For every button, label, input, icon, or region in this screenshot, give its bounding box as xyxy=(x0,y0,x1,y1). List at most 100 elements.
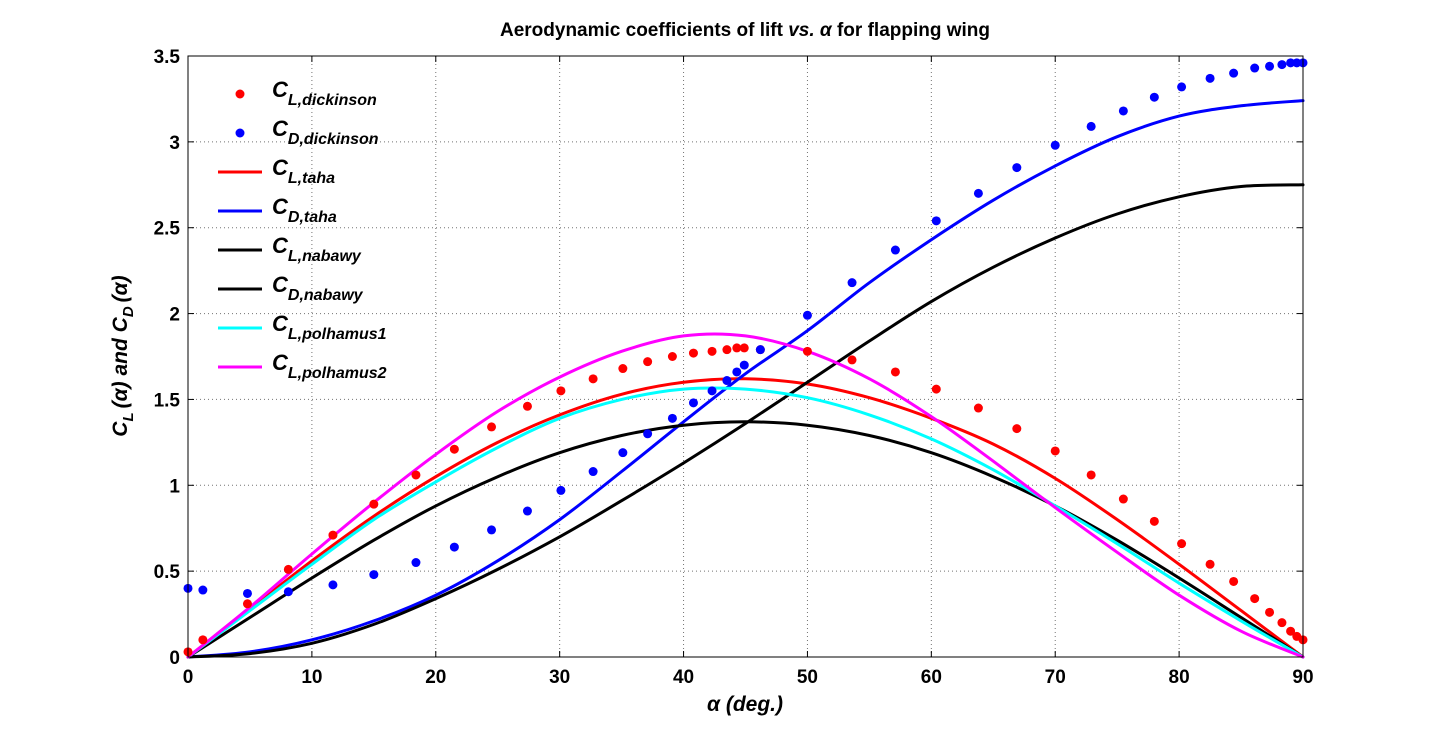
legend-label-base: C xyxy=(272,194,289,219)
data-point xyxy=(1012,424,1022,434)
data-point xyxy=(739,343,749,353)
legend-label: CL,dickinson xyxy=(272,77,377,109)
legend-label-base: C xyxy=(272,233,289,258)
legend-entry: CL,dickinson xyxy=(235,77,377,109)
x-tick-label: 50 xyxy=(797,667,818,688)
data-point xyxy=(1286,626,1296,636)
data-point xyxy=(487,422,497,432)
data-point xyxy=(667,352,677,361)
legend-label: CL,taha xyxy=(272,155,335,187)
legend-entry: CD,nabawy xyxy=(218,272,364,304)
series-line xyxy=(186,377,1305,659)
series-d-dickinson xyxy=(183,58,1308,598)
legend-label-base: C xyxy=(272,155,289,180)
data-point xyxy=(411,470,421,480)
data-point xyxy=(1286,58,1296,68)
data-point xyxy=(707,386,717,396)
data-point xyxy=(449,542,459,552)
plot-area xyxy=(188,56,1303,657)
data-point xyxy=(890,367,900,377)
x-tick-label: 40 xyxy=(673,667,694,688)
data-point xyxy=(283,564,293,574)
y-tick-label: 0 xyxy=(169,648,180,669)
legend-entry: CL,polhamus2 xyxy=(218,350,387,382)
y-axis-label: CL (α) and CD (α) xyxy=(109,275,137,436)
data-point xyxy=(973,188,983,198)
data-point xyxy=(732,367,742,377)
data-point xyxy=(1205,559,1215,569)
y-axis-label-sub-d: D xyxy=(120,306,137,317)
data-point xyxy=(847,355,857,365)
legend-label-subscript: D,dickinson xyxy=(288,131,379,148)
y-axis-label-end: (α) xyxy=(109,275,132,302)
data-point xyxy=(283,587,293,597)
data-point xyxy=(1118,106,1128,116)
legend-label-base: C xyxy=(272,311,289,336)
data-point xyxy=(1149,516,1159,526)
data-point xyxy=(732,343,742,353)
data-point xyxy=(643,357,653,367)
ticks: 0 10 20 30 40 50 60 70 80 90 0 0.5 1 1.5 2 2.5 3 3.5 xyxy=(154,47,1314,688)
data-point xyxy=(1229,68,1239,78)
legend-label-subscript: D,nabawy xyxy=(288,287,364,304)
data-point xyxy=(1229,576,1239,586)
x-tick-label: 70 xyxy=(1045,667,1066,688)
data-point xyxy=(411,558,421,568)
series-l-taha xyxy=(186,377,1305,659)
chart-title-suffix: for flapping wing xyxy=(837,20,990,41)
y-tick-label: 2 xyxy=(169,305,180,326)
chart-title-prefix: Aerodynamic coefficients of lift xyxy=(500,20,788,41)
x-tick-label: 60 xyxy=(921,667,942,688)
legend-label: CL,polhamus1 xyxy=(272,311,387,343)
legend-label-base: C xyxy=(272,116,289,141)
data-point xyxy=(1177,82,1187,92)
x-axis-label: α (deg.) xyxy=(707,693,783,716)
data-point xyxy=(556,485,566,495)
y-tick-label: 1 xyxy=(169,476,180,497)
data-point xyxy=(667,413,677,423)
data-point xyxy=(931,384,941,394)
legend-entry: CD,dickinson xyxy=(235,116,379,148)
legend-label-subscript: L,nabawy xyxy=(288,248,362,265)
data-point xyxy=(802,346,812,356)
chart-title-vs: vs. xyxy=(788,20,814,41)
x-tick-label: 20 xyxy=(425,667,446,688)
data-point xyxy=(242,599,252,609)
chart-title: Aerodynamic coefficients of lift vs. α f… xyxy=(500,20,990,41)
series-d-nabawy xyxy=(186,183,1305,659)
series-d-taha xyxy=(186,99,1305,659)
legend-label-base: C xyxy=(272,272,289,297)
data-point xyxy=(588,467,598,477)
series-line xyxy=(186,386,1305,659)
data-point xyxy=(1205,73,1215,83)
data-point xyxy=(931,216,941,226)
data-point xyxy=(1250,594,1260,604)
x-tick-label: 0 xyxy=(183,667,194,688)
data-point xyxy=(688,398,698,408)
legend-entry: CD,taha xyxy=(218,194,337,226)
data-point xyxy=(1050,140,1060,150)
y-tick-label: 3 xyxy=(169,133,180,154)
legend-label-base: C xyxy=(272,77,289,102)
data-point xyxy=(973,403,983,413)
legend-label: CL,nabawy xyxy=(272,233,362,265)
data-point xyxy=(198,635,208,645)
data-point xyxy=(1292,58,1302,68)
data-point xyxy=(1250,63,1260,73)
data-point xyxy=(618,364,628,374)
legend-label: CD,dickinson xyxy=(272,116,379,148)
data-point xyxy=(242,588,252,598)
x-tick-label: 90 xyxy=(1292,667,1313,688)
grid xyxy=(188,56,1303,657)
legend-label-subscript: L,polhamus2 xyxy=(288,365,387,382)
data-point xyxy=(1050,446,1060,456)
data-point xyxy=(707,346,717,356)
series-layer xyxy=(183,58,1308,659)
legend-entry: CL,taha xyxy=(218,155,335,187)
data-point xyxy=(1149,92,1159,102)
legend-swatch xyxy=(235,128,245,138)
data-point xyxy=(556,386,566,396)
x-tick-label: 80 xyxy=(1169,667,1190,688)
data-point xyxy=(1265,61,1275,71)
